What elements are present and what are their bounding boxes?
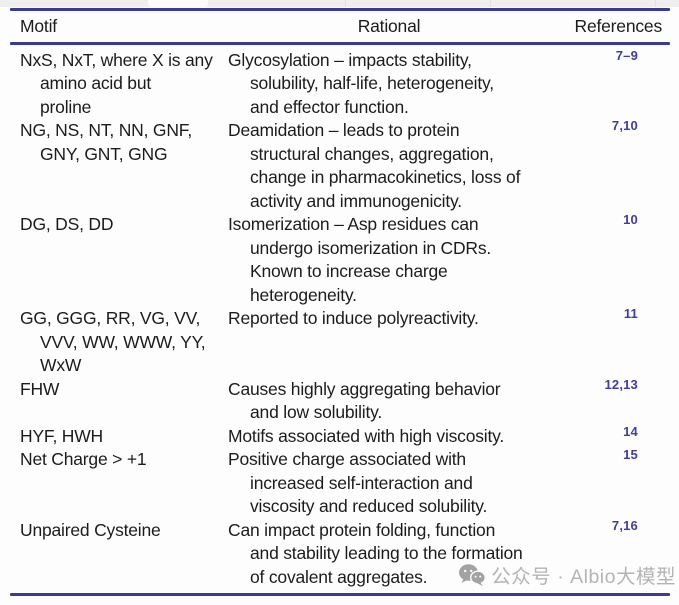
motif-cell: NG, NS, NT, NN, GNF, GNY, GNT, GNG bbox=[20, 120, 192, 164]
rational-cell: Glycosylation – impacts stability, solub… bbox=[228, 49, 494, 117]
rational-cell: Isomerization – Asp residues can undergo… bbox=[228, 214, 492, 305]
table-body: NxS, NxT, where X is any amino acid but … bbox=[10, 45, 670, 590]
motif-cell: DG, DS, DD bbox=[20, 214, 114, 234]
references-cell: 7,10 bbox=[611, 118, 638, 133]
table-row: Net Charge > +1 Positive charge associat… bbox=[10, 447, 670, 519]
watermark-text: 公众号 · Albio大模型 bbox=[491, 566, 676, 588]
column-header-rational: Rational bbox=[357, 16, 421, 36]
table-bottom-rule bbox=[10, 593, 670, 596]
top-edge-divider bbox=[490, 0, 491, 7]
top-edge-tab-shape bbox=[148, 0, 208, 7]
table-row: Unpaired Cysteine Can impact protein fol… bbox=[10, 518, 670, 590]
references-cell: 7–9 bbox=[615, 47, 638, 63]
table-row: HYF, HWH Motifs associated with high vis… bbox=[10, 424, 670, 449]
motif-cell: FHW bbox=[20, 378, 60, 399]
motif-cell: Net Charge > +1 bbox=[20, 449, 147, 469]
motif-cell: Unpaired Cysteine bbox=[20, 519, 161, 540]
motif-cell: NxS, NxT, where X is any amino acid but … bbox=[20, 49, 213, 117]
rational-cell: Reported to induce polyreactivity. bbox=[228, 308, 479, 328]
top-edge-divider bbox=[655, 0, 656, 7]
rational-cell: Motifs associated with high viscosity. bbox=[228, 425, 505, 446]
references-cell: 7,16 bbox=[611, 517, 638, 533]
references-cell: 15 bbox=[623, 447, 638, 462]
watermark: 公众号 · Albio大模型 bbox=[458, 560, 676, 589]
table-row: GG, GGG, RR, VG, VV, VVV, WW, WWW, YY, W… bbox=[10, 306, 670, 378]
column-header-references: References bbox=[574, 16, 663, 36]
wechat-icon bbox=[458, 563, 487, 587]
rational-cell: Can impact protein folding, function and… bbox=[228, 519, 523, 587]
table-top-rule bbox=[10, 8, 670, 11]
table-header-rule bbox=[10, 42, 670, 45]
table-header-row: Motif Rational References bbox=[10, 11, 670, 42]
motif-liabilities-table: Motif Rational References NxS, NxT, wher… bbox=[10, 8, 670, 596]
top-edge-divider bbox=[345, 0, 346, 7]
references-cell: 12,13 bbox=[604, 376, 638, 392]
motif-cell: GG, GGG, RR, VG, VV, VVV, WW, WWW, YY, W… bbox=[20, 308, 206, 375]
table-row: NG, NS, NT, NN, GNF, GNY, GNT, GNG Deami… bbox=[10, 118, 670, 213]
table-row: FHW Causes highly aggregating behavior a… bbox=[10, 377, 670, 425]
table-row: NxS, NxT, where X is any amino acid but … bbox=[10, 48, 670, 120]
references-cell: 10 bbox=[623, 212, 638, 227]
column-header-motif: Motif bbox=[20, 16, 57, 36]
motif-cell: HYF, HWH bbox=[20, 425, 103, 446]
rational-cell: Positive charge associated with increase… bbox=[228, 449, 488, 516]
references-cell: 14 bbox=[623, 423, 638, 439]
top-edge-artifact bbox=[0, 0, 679, 7]
references-cell: 11 bbox=[623, 306, 638, 321]
table-row: DG, DS, DD Isomerization – Asp residues … bbox=[10, 212, 670, 307]
rational-cell: Causes highly aggregating behavior and l… bbox=[228, 378, 501, 423]
rational-cell: Deamidation – leads to protein structura… bbox=[228, 120, 521, 211]
